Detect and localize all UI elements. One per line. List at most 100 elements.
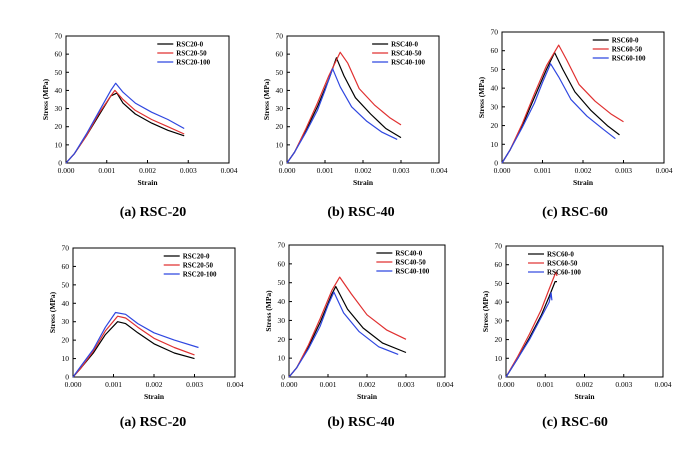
panel-caption: (a) RSC-20: [119, 205, 187, 220]
x-axis-label: Strain: [574, 392, 595, 401]
x-tick-label: 0.002: [359, 380, 376, 389]
x-axis-label: Strain: [137, 178, 158, 187]
y-tick-label: 0: [498, 373, 502, 382]
series-line-RSC60-50: [501, 44, 624, 164]
legend-label: RSC60-50: [547, 260, 578, 268]
x-tick-label: 0.002: [146, 380, 163, 389]
y-tick-label: 70: [495, 242, 503, 251]
y-tick-label: 30: [55, 104, 63, 113]
y-tick-label: 30: [491, 102, 499, 111]
x-axis-label: Strain: [573, 178, 594, 187]
legend-label: RSC20-0: [176, 41, 203, 49]
x-tick-label: 0.003: [180, 166, 197, 175]
y-tick-label: 30: [276, 104, 284, 113]
series-line-RSC40-0: [286, 57, 402, 164]
x-tick-label: 0.004: [431, 166, 448, 175]
y-tick-label: 60: [491, 46, 499, 55]
y-tick-label: 30: [495, 316, 503, 325]
y-axis-label: Stress (MPa): [477, 76, 486, 118]
y-tick-label: 50: [62, 280, 70, 289]
series-line-RSC40-0: [288, 285, 407, 378]
y-tick-label: 50: [278, 278, 286, 287]
y-tick-label: 20: [276, 122, 284, 131]
y-tick-label: 40: [276, 86, 284, 95]
legend-label: RSC40-0: [395, 250, 422, 258]
y-tick-label: 50: [495, 279, 503, 288]
x-tick-label: 0.003: [398, 380, 415, 389]
y-tick-label: 40: [278, 297, 286, 306]
panel-caption: (b) RSC-40: [327, 205, 395, 220]
chart-panel-5: 0 10 20 30 40 50 60 70 0.000 0.001 0.002 0.003 0.004…: [264, 241, 454, 402]
y-tick-label: 10: [62, 354, 70, 363]
y-tick-label: 60: [62, 262, 70, 271]
y-tick-label: 10: [491, 140, 499, 149]
y-tick-label: 20: [495, 335, 503, 344]
legend-label: RSC20-0: [183, 253, 210, 261]
legend-label: RSC20-100: [183, 271, 217, 279]
y-tick-label: 70: [491, 28, 499, 37]
x-tick-label: 0.004: [437, 380, 454, 389]
y-tick-label: 10: [495, 354, 503, 363]
x-tick-label: 0.001: [537, 380, 554, 389]
y-tick-label: 60: [55, 50, 63, 59]
x-tick-label: 0.001: [317, 166, 334, 175]
x-tick-label: 0.000: [65, 380, 82, 389]
x-tick-label: 0.003: [393, 166, 410, 175]
y-tick-label: 10: [276, 140, 284, 149]
x-tick-label: 0.002: [575, 166, 592, 175]
y-tick-label: 10: [55, 140, 63, 149]
x-axis-label: Strain: [357, 392, 378, 401]
y-tick-label: 60: [278, 259, 286, 268]
y-tick-label: 0: [494, 159, 498, 168]
x-tick-label: 0.003: [186, 380, 203, 389]
x-tick-label: 0.004: [221, 166, 238, 175]
y-tick-label: 20: [491, 121, 499, 130]
series-line-RSC60-0: [501, 51, 620, 164]
series-line-RSC40-50: [288, 276, 407, 378]
x-tick-label: 0.000: [281, 380, 298, 389]
x-tick-label: 0.000: [498, 380, 515, 389]
x-tick-label: 0.001: [534, 166, 551, 175]
x-tick-label: 0.004: [655, 380, 672, 389]
y-tick-label: 0: [65, 373, 69, 382]
panel-caption: (c) RSC-60: [542, 415, 608, 430]
legend-label: RSC60-0: [612, 37, 639, 45]
y-tick-label: 70: [278, 241, 286, 250]
x-tick-label: 0.001: [320, 380, 337, 389]
series-line-RSC20-100: [72, 311, 199, 378]
x-tick-label: 0.002: [139, 166, 156, 175]
legend-label: RSC60-100: [612, 55, 646, 63]
y-tick-label: 20: [55, 122, 63, 131]
x-tick-label: 0.001: [98, 166, 115, 175]
y-tick-label: 10: [278, 354, 286, 363]
y-tick-label: 40: [491, 84, 499, 93]
y-axis-label: Stress (MPa): [48, 291, 57, 333]
series-line-RSC40-50: [286, 51, 402, 164]
series-line-RSC20-0: [72, 321, 195, 378]
legend-label: RSC20-50: [176, 50, 207, 58]
panel-caption: (b) RSC-40: [327, 415, 395, 430]
chart-panel-3: 0 10 20 30 40 50 60 70 0.000 0.001 0.002 0.003 0.004…: [477, 28, 673, 188]
legend-label: RSC60-50: [612, 46, 643, 54]
y-axis-label: Stress (MPa): [481, 290, 490, 332]
y-tick-label: 30: [278, 316, 286, 325]
legend-label: RSC40-100: [391, 59, 425, 67]
x-tick-label: 0.000: [58, 166, 75, 175]
y-tick-label: 50: [491, 65, 499, 74]
x-tick-label: 0.002: [355, 166, 372, 175]
chart-panel-2: 0 10 20 30 40 50 60 70 0.000 0.001 0.002 0.003 0.004…: [262, 32, 448, 188]
series-line-RSC60-100: [501, 63, 616, 164]
x-axis-label: Strain: [144, 392, 165, 401]
y-tick-label: 60: [276, 50, 284, 59]
x-tick-label: 0.002: [576, 380, 593, 389]
x-tick-label: 0.003: [615, 380, 632, 389]
x-tick-label: 0.001: [105, 380, 122, 389]
y-tick-label: 70: [55, 32, 63, 41]
legend-label: RSC20-100: [176, 59, 210, 67]
series-line-RSC20-50: [65, 89, 185, 164]
y-tick-label: 20: [278, 335, 286, 344]
legend-label: RSC20-50: [183, 262, 214, 270]
series-line-RSC40-100: [286, 68, 398, 164]
